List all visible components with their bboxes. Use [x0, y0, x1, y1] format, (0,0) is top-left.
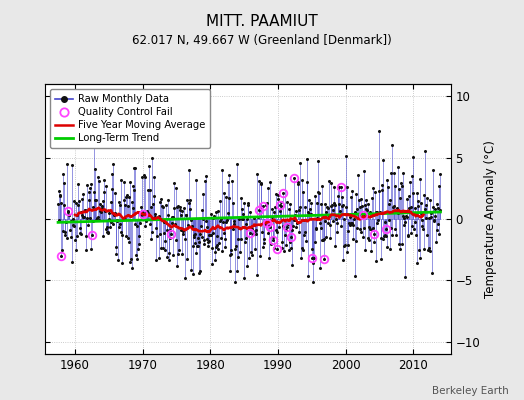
Y-axis label: Temperature Anomaly (°C): Temperature Anomaly (°C): [484, 140, 497, 298]
Legend: Raw Monthly Data, Quality Control Fail, Five Year Moving Average, Long-Term Tren: Raw Monthly Data, Quality Control Fail, …: [50, 89, 210, 148]
Text: MITT. PAAMIUT: MITT. PAAMIUT: [206, 14, 318, 29]
Text: Berkeley Earth: Berkeley Earth: [432, 386, 508, 396]
Text: 62.017 N, 49.667 W (Greenland [Denmark]): 62.017 N, 49.667 W (Greenland [Denmark]): [132, 34, 392, 47]
